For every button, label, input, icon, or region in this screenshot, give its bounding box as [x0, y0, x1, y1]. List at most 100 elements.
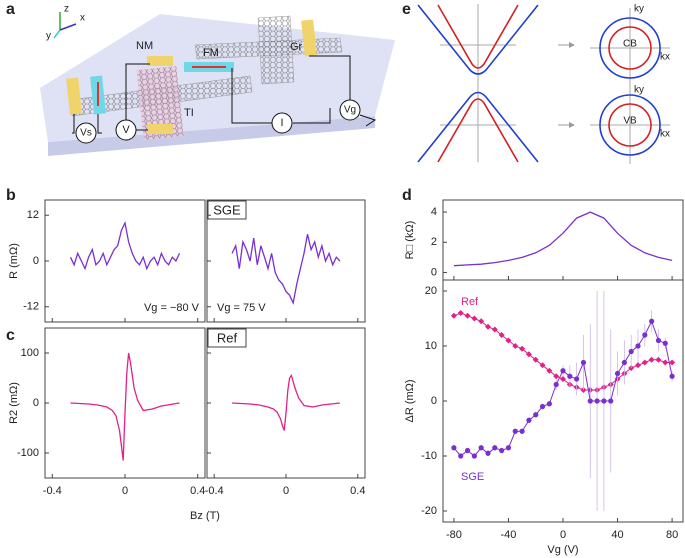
panel-label: d [402, 187, 412, 204]
data-point [492, 445, 498, 451]
data-line [70, 352, 180, 461]
data-point [464, 447, 471, 454]
label-box [207, 200, 247, 220]
y-tick-label: 4 [431, 206, 437, 218]
x-tick-label: 0.4 [190, 485, 205, 497]
data-point [464, 312, 471, 319]
band-label: VB [623, 116, 637, 127]
x-axis-label: Bz (T) [190, 510, 220, 522]
data-point [574, 376, 580, 382]
annotation: Vg = 75 V [217, 302, 266, 314]
panel-label: e [402, 1, 411, 18]
y-axis-label: R□ (kΩ) [404, 221, 416, 260]
meter-label: I [280, 117, 283, 129]
data-point [608, 398, 614, 404]
data-point [601, 398, 607, 404]
axis-label: ky [634, 85, 644, 96]
x-tick-label: -80 [446, 529, 462, 541]
data-point [642, 332, 648, 338]
meter-label: Vs [80, 128, 92, 139]
x-tick-label: 40 [611, 529, 623, 541]
x-tick-label: 0 [283, 485, 289, 497]
data-point [533, 412, 539, 418]
panel-label: a [6, 1, 15, 18]
data-point [662, 359, 669, 366]
annotation: Vg = −80 V [144, 302, 200, 314]
x-tick-label: 80 [666, 529, 678, 541]
plot-frame [442, 279, 684, 523]
plot-frame [206, 327, 366, 479]
data-point [553, 373, 560, 380]
data-line [453, 211, 673, 267]
y-tick-label: -10 [421, 450, 437, 462]
panel-title: SGE [213, 202, 241, 217]
axis-label: x [80, 13, 85, 24]
data-point [478, 445, 484, 451]
meter-label: V [122, 124, 130, 136]
data-point [546, 367, 553, 374]
data-point [450, 312, 457, 319]
data-line [231, 234, 341, 305]
data-point [649, 318, 655, 324]
data-point [641, 359, 648, 366]
data-point [471, 315, 478, 322]
data-point [662, 340, 668, 346]
y-tick-label: -100 [17, 447, 39, 459]
x-tick-label: -0.4 [205, 485, 224, 497]
data-point [485, 450, 491, 456]
panel-title: Ref [217, 330, 238, 345]
axis-label: z [64, 4, 69, 15]
data-point [587, 398, 593, 404]
data-point [457, 310, 464, 316]
data-point [669, 359, 676, 366]
device-label: FM [203, 47, 219, 59]
x-tick-label: 0.4 [350, 485, 365, 497]
y-tick-label: 10 [425, 340, 437, 352]
device-schematic: z x y NM FM Gr TI Vs V I Vg [40, 4, 395, 156]
device-label: TI [184, 107, 194, 119]
y-tick-label: 20 [425, 285, 437, 297]
axis-label: ky [634, 4, 644, 15]
data-point [451, 445, 457, 451]
legend-label: SGE [461, 471, 484, 483]
data-point [478, 318, 485, 325]
data-line [69, 220, 181, 271]
data-point [499, 447, 505, 454]
data-point [560, 368, 566, 374]
data-point [635, 362, 641, 369]
device-label: Gr [290, 41, 303, 53]
y-axis-label: R (mΩ) [8, 243, 20, 279]
x-tick-label: -40 [501, 529, 517, 541]
label-box [207, 328, 247, 348]
data-line [453, 320, 673, 457]
data-point [580, 359, 587, 366]
data-point [539, 403, 546, 410]
data-point [560, 376, 566, 382]
y-tick-label: 0 [33, 397, 39, 409]
x-tick-label: 0 [560, 529, 566, 541]
band-label: CB [623, 39, 637, 50]
x-axis-label: Vg (V) [547, 544, 578, 556]
y-tick-label: 0 [431, 266, 437, 278]
data-point [546, 401, 552, 407]
data-point [526, 417, 532, 423]
band-schematic [417, 4, 670, 164]
panel-label: b [6, 187, 16, 204]
data-point [505, 445, 512, 451]
data-point [505, 337, 512, 344]
x-tick-label: 0 [122, 485, 128, 497]
data-point [485, 323, 491, 330]
axis-label: kx [660, 52, 670, 63]
y-tick-label: -20 [421, 505, 437, 517]
x-tick-label: -0.4 [43, 485, 62, 497]
data-point [491, 326, 498, 333]
plot-frame [442, 199, 684, 281]
data-point [655, 356, 662, 363]
y-tick-label: 12 [27, 209, 39, 221]
data-point [498, 332, 505, 338]
data-point [458, 453, 464, 459]
y-tick-label: -12 [23, 301, 39, 313]
data-point [648, 356, 655, 363]
data-point [669, 373, 675, 379]
